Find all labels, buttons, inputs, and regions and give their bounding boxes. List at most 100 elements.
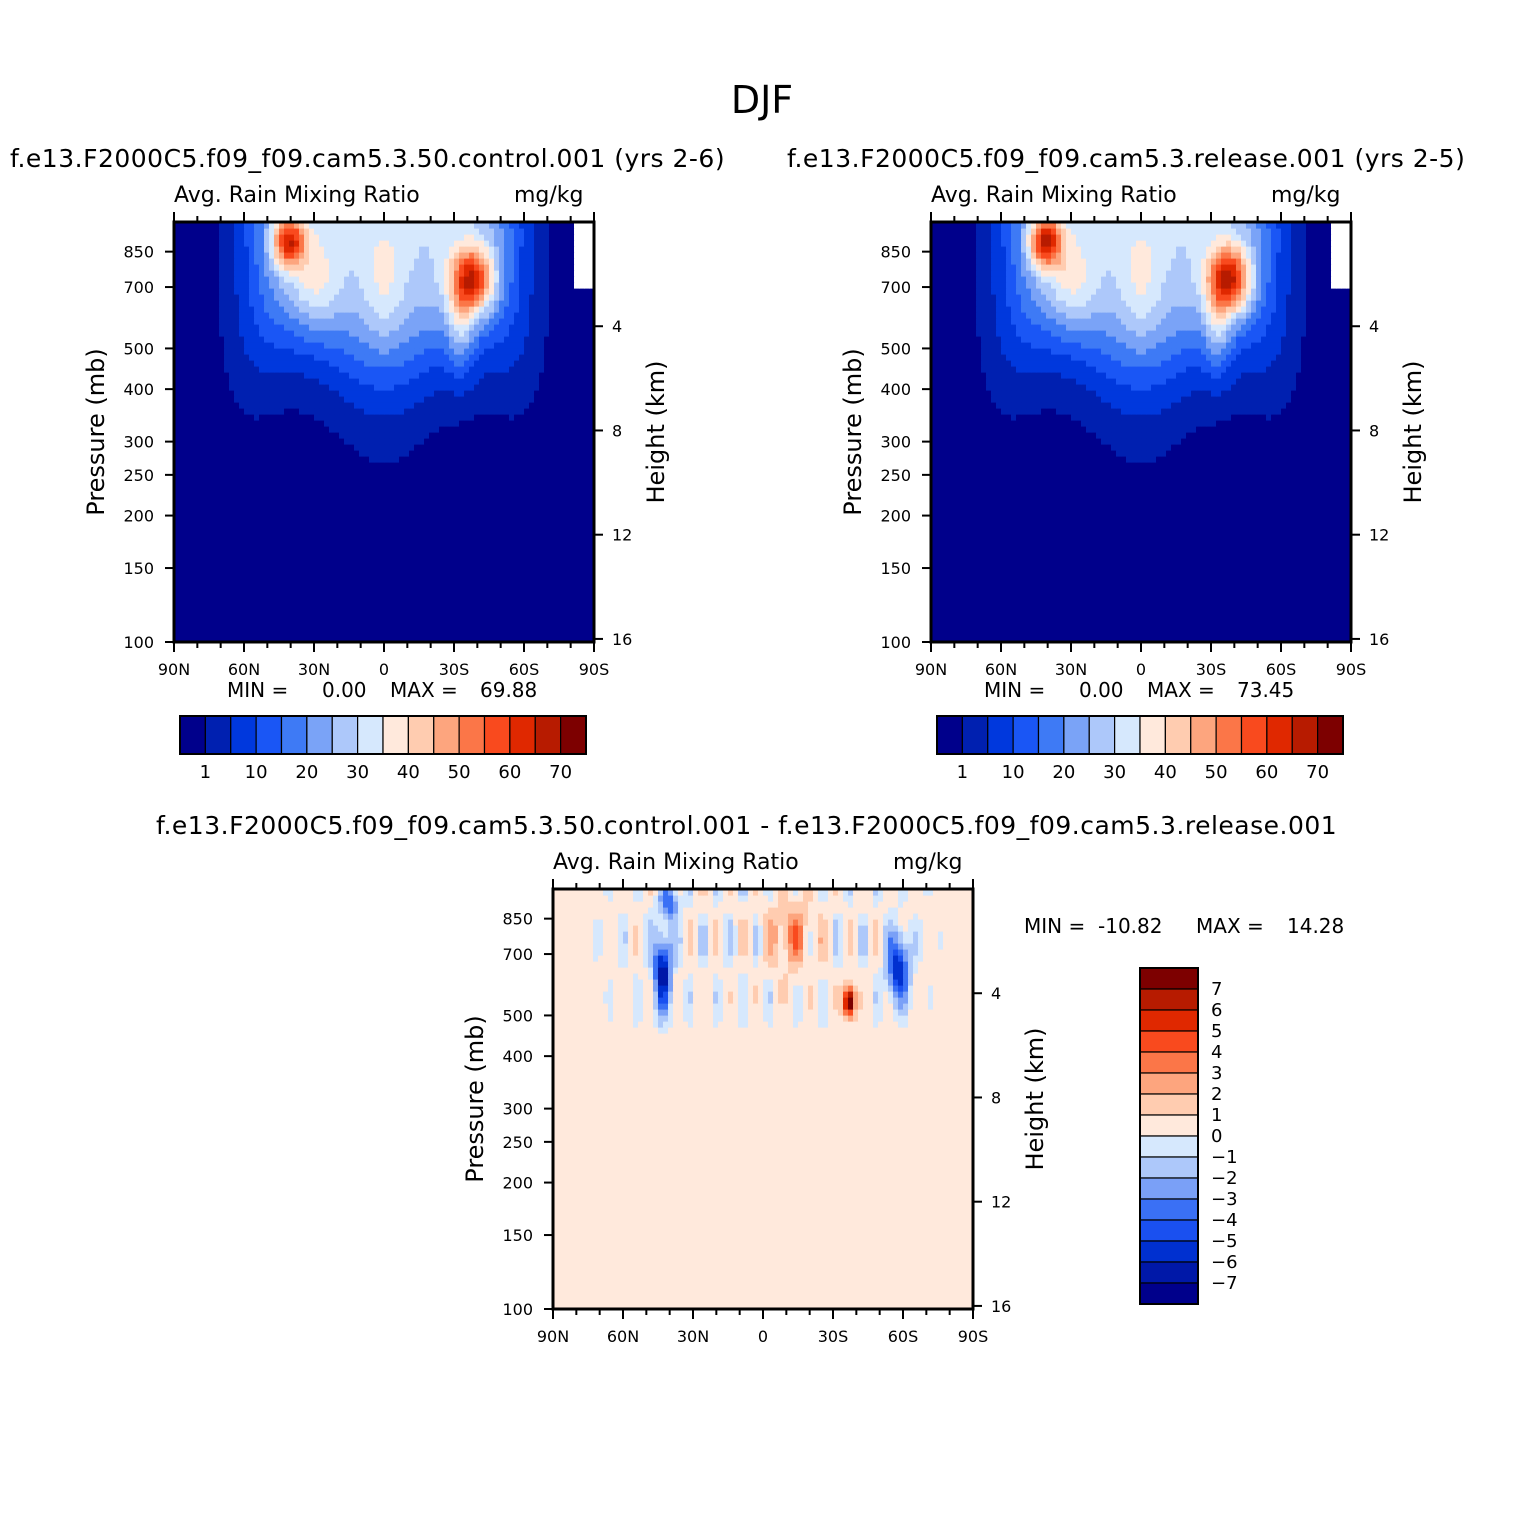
- control-cell: [554, 624, 560, 631]
- control-cell: [289, 552, 295, 559]
- control-cell: [224, 474, 230, 481]
- control-cell: [334, 636, 340, 643]
- control-cell: [349, 282, 355, 289]
- control-cell: [494, 354, 500, 361]
- control-cell: [314, 498, 320, 505]
- control-cell: [569, 528, 575, 535]
- control-cell: [484, 306, 490, 313]
- control-cell: [489, 294, 495, 301]
- control-cell: [224, 480, 230, 487]
- control-cell: [329, 468, 335, 475]
- control-cell: [434, 558, 440, 565]
- control-cell: [479, 378, 485, 385]
- control-cell: [219, 360, 225, 367]
- control-cell: [524, 396, 530, 403]
- control-cell: [404, 606, 410, 613]
- control-cell: [584, 498, 590, 505]
- control-cell: [404, 432, 410, 439]
- control-cell: [504, 330, 510, 337]
- control-cell: [274, 570, 280, 577]
- control-cell: [564, 360, 570, 367]
- control-cell: [294, 420, 300, 427]
- control-cell: [369, 546, 375, 553]
- control-cell: [394, 414, 400, 421]
- control-cell: [474, 636, 480, 643]
- control-cell: [229, 618, 235, 625]
- control-cell: [469, 330, 475, 337]
- control-cell: [309, 624, 315, 631]
- control-cell: [579, 396, 585, 403]
- control-cell: [504, 606, 510, 613]
- control-cell: [534, 546, 540, 553]
- control-cell: [584, 510, 590, 517]
- control-cell: [574, 414, 580, 421]
- control-cell: [419, 534, 425, 541]
- control-cell: [429, 324, 435, 331]
- control-cell: [214, 534, 220, 541]
- control-cell: [504, 348, 510, 355]
- control-cell: [224, 378, 230, 385]
- control-cell: [344, 414, 350, 421]
- control-cell: [229, 576, 235, 583]
- control-cell: [484, 624, 490, 631]
- control-cell: [189, 378, 195, 385]
- control-cell: [264, 564, 270, 571]
- control-cell: [464, 540, 470, 547]
- control-cell: [524, 468, 530, 475]
- control-cell: [424, 312, 430, 319]
- control-cell: [289, 282, 295, 289]
- control-cell: [294, 636, 300, 643]
- control-cell: [279, 558, 285, 565]
- control-cell: [574, 336, 580, 343]
- control-cell: [414, 432, 420, 439]
- control-cell: [544, 558, 550, 565]
- control-cell: [184, 396, 190, 403]
- control-cell: [529, 402, 535, 409]
- control-cell: [234, 396, 240, 403]
- control-cell: [539, 318, 545, 325]
- control-cell: [334, 540, 340, 547]
- control-cell: [339, 498, 345, 505]
- control-cell: [309, 456, 315, 463]
- control-cell: [204, 582, 210, 589]
- control-cell: [334, 504, 340, 511]
- control-cell: [434, 426, 440, 433]
- control-cell: [199, 546, 205, 553]
- control-cell: [379, 450, 385, 457]
- control-cell: [184, 282, 190, 289]
- control-cell: [274, 516, 280, 523]
- control-cell: [474, 504, 480, 511]
- control-cell: [194, 282, 200, 289]
- control-cell: [189, 324, 195, 331]
- control-cell: [394, 552, 400, 559]
- control-cell: [239, 570, 245, 577]
- control-cell: [219, 408, 225, 415]
- control-cell: [544, 288, 550, 295]
- control-cell: [179, 300, 185, 307]
- control-cell: [194, 420, 200, 427]
- control-cell: [589, 396, 595, 403]
- control-cell: [339, 330, 345, 337]
- control-cell: [239, 618, 245, 625]
- control-cell: [384, 540, 390, 547]
- control-cell: [459, 516, 465, 523]
- control-cell: [324, 624, 330, 631]
- control-cell: [299, 462, 305, 469]
- control-cell: [469, 558, 475, 565]
- control-cell: [589, 618, 595, 625]
- control-cell: [184, 528, 190, 535]
- control-cell: [544, 426, 550, 433]
- control-cell: [239, 498, 245, 505]
- control-cell: [314, 606, 320, 613]
- control-cell: [489, 426, 495, 433]
- control-cell: [589, 474, 595, 481]
- control-cell: [324, 588, 330, 595]
- control-cell: [579, 468, 585, 475]
- control-cell: [234, 408, 240, 415]
- control-cell: [249, 432, 255, 439]
- control-cell: [389, 576, 395, 583]
- control-cell: [354, 636, 360, 643]
- control-cell: [474, 594, 480, 601]
- control-cell: [419, 546, 425, 553]
- control-cell: [334, 420, 340, 427]
